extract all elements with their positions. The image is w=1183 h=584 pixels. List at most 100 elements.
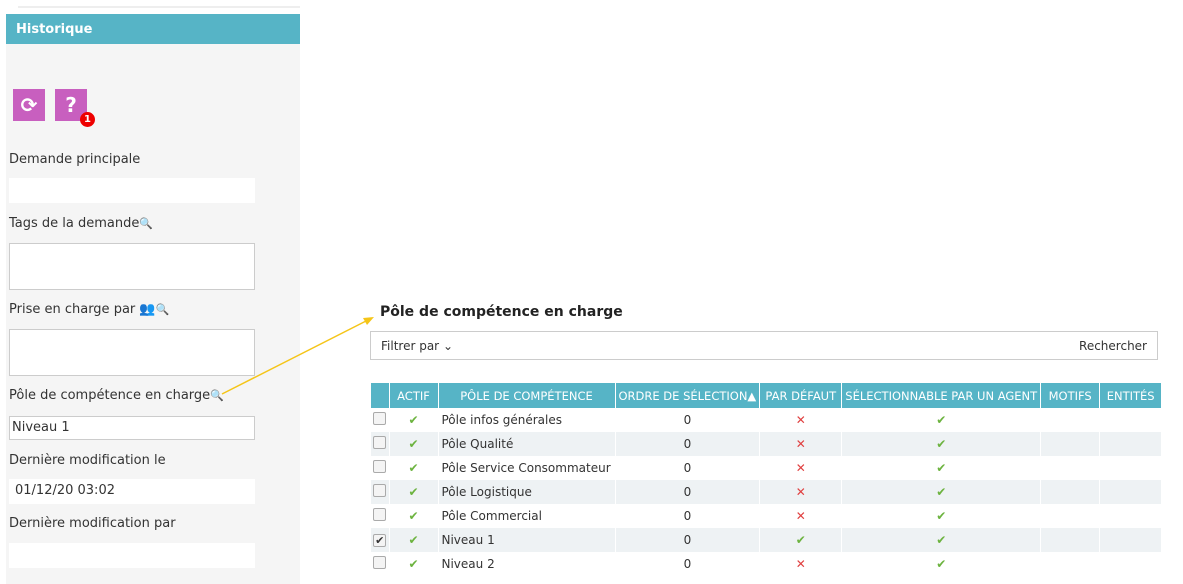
pole-name: Pôle Logistique: [438, 480, 616, 504]
chevron-down-icon: ⌄: [442, 338, 453, 353]
pole-name: Pôle Service Consommateur: [438, 456, 616, 480]
check-icon: ✔: [936, 461, 947, 475]
pole-name: Pôle Commercial: [438, 504, 616, 528]
table-row[interactable]: ✔ Pôle Qualité 0 ✕ ✔: [371, 432, 1163, 456]
cross-icon: ✕: [795, 437, 806, 451]
entites-cell: [1099, 408, 1163, 432]
cross-icon: ✕: [795, 461, 806, 475]
pole-name: Pôle Qualité: [438, 432, 616, 456]
ordre-value: 0: [615, 504, 761, 528]
filter-dropdown[interactable]: Filtrer par ⌄: [381, 338, 453, 353]
ordre-value: 0: [615, 528, 761, 552]
pole-name: Niveau 2: [438, 552, 616, 576]
entites-cell: [1099, 456, 1163, 480]
clock-refresh-icon: ⟳: [20, 93, 38, 117]
row-checkbox[interactable]: [373, 484, 387, 497]
tags-field[interactable]: [9, 243, 255, 290]
notification-badge: 1: [80, 112, 95, 127]
check-icon: ✔: [408, 413, 419, 427]
motifs-cell: [1040, 552, 1101, 576]
check-icon: ✔: [936, 413, 947, 427]
sidebar-header: Historique: [6, 14, 300, 44]
label-demande-principale: Demande principale: [9, 152, 141, 167]
col-selectable[interactable]: SÉLECTIONNABLE PAR UN AGENT: [841, 383, 1042, 408]
divider: [18, 6, 300, 8]
col-motifs[interactable]: MOTIFS: [1040, 383, 1101, 408]
check-icon: ✔: [936, 437, 947, 451]
cross-icon: ✕: [795, 509, 806, 523]
check-icon: ✔: [408, 533, 419, 547]
row-checkbox[interactable]: ✔: [373, 534, 387, 547]
check-icon: ✔: [936, 533, 947, 547]
search-icon[interactable]: 🔍: [139, 217, 154, 230]
col-entites[interactable]: ENTITÉS: [1099, 383, 1163, 408]
filter-bar: Filtrer par ⌄ Rechercher: [370, 331, 1158, 360]
motifs-cell: [1040, 456, 1101, 480]
motifs-cell: [1040, 504, 1101, 528]
label-tags: Tags de la demande: [9, 216, 140, 231]
table-row[interactable]: ✔ Pôle infos générales 0 ✕ ✔: [371, 408, 1163, 432]
check-icon: ✔: [408, 509, 419, 523]
col-select: [371, 383, 390, 408]
label-pole: Pôle de compétence en charge: [9, 388, 211, 403]
ordre-value: 0: [615, 480, 761, 504]
help-button[interactable]: ? 1: [55, 89, 95, 127]
pole-name: Pôle infos générales: [438, 408, 616, 432]
check-icon: ✔: [936, 557, 947, 571]
motifs-cell: [1040, 408, 1101, 432]
ordre-value: 0: [615, 432, 761, 456]
entites-cell: [1099, 480, 1163, 504]
pole-name: Niveau 1: [438, 528, 616, 552]
motifs-cell: [1040, 528, 1101, 552]
question-icon: ?: [65, 93, 77, 117]
panel-title: Pôle de compétence en charge: [380, 304, 623, 320]
motifs-cell: [1040, 480, 1101, 504]
entites-cell: [1099, 552, 1163, 576]
cross-icon: ✕: [795, 557, 806, 571]
ordre-value: 0: [615, 456, 761, 480]
modif-par-field: [9, 543, 255, 568]
entites-cell: [1099, 528, 1163, 552]
table-row[interactable]: ✔ Pôle Logistique 0 ✕ ✔: [371, 480, 1163, 504]
row-checkbox[interactable]: [373, 436, 387, 449]
cross-icon: ✕: [795, 413, 806, 427]
col-actif[interactable]: ACTIF: [389, 383, 439, 408]
pole-field[interactable]: Niveau 1: [9, 416, 255, 440]
demande-principale-field[interactable]: [9, 178, 255, 203]
check-icon: ✔: [936, 509, 947, 523]
label-prise: Prise en charge par: [9, 302, 136, 317]
col-defaut[interactable]: PAR DÉFAUT: [759, 383, 843, 408]
search-icon[interactable]: 🔍: [210, 389, 224, 402]
check-icon: ✔: [408, 461, 419, 475]
label-modif-le: Dernière modification le: [9, 453, 166, 468]
sidebar: Historique ⟳ ? 1 Demande principale Tags …: [6, 14, 300, 584]
check-icon: ✔: [936, 485, 947, 499]
check-icon: ✔: [408, 437, 419, 451]
cross-icon: ✕: [795, 485, 806, 499]
prise-field[interactable]: [9, 329, 255, 376]
ordre-value: 0: [615, 552, 761, 576]
table-row[interactable]: ✔ Niveau 2 0 ✕ ✔: [371, 552, 1163, 576]
history-button[interactable]: ⟳: [13, 89, 45, 121]
table-row[interactable]: ✔ ✔ Niveau 1 0 ✔ ✔: [371, 528, 1163, 552]
col-pole[interactable]: PÔLE DE COMPÉTENCE: [438, 383, 616, 408]
search-icon[interactable]: 🔍: [155, 303, 170, 316]
entites-cell: [1099, 504, 1163, 528]
competence-table: ACTIF PÔLE DE COMPÉTENCE ORDRE DE SÉLECT…: [371, 383, 1163, 576]
search-button[interactable]: Rechercher: [1079, 338, 1147, 353]
col-ordre[interactable]: ORDRE DE SÉLECTION▲: [615, 383, 761, 408]
users-icon[interactable]: 👥: [139, 302, 156, 317]
row-checkbox[interactable]: [373, 460, 387, 473]
row-checkbox[interactable]: [373, 508, 387, 521]
table-row[interactable]: ✔ Pôle Service Consommateur 0 ✕ ✔: [371, 456, 1163, 480]
check-icon: ✔: [795, 533, 806, 547]
row-checkbox[interactable]: [373, 412, 387, 425]
check-icon: ✔: [408, 485, 419, 499]
check-icon: ✔: [408, 557, 419, 571]
table-row[interactable]: ✔ Pôle Commercial 0 ✕ ✔: [371, 504, 1163, 528]
ordre-value: 0: [615, 408, 761, 432]
label-modif-par: Dernière modification par: [9, 516, 176, 531]
modif-le-field: 01/12/20 03:02: [9, 479, 255, 504]
row-checkbox[interactable]: [373, 556, 387, 569]
